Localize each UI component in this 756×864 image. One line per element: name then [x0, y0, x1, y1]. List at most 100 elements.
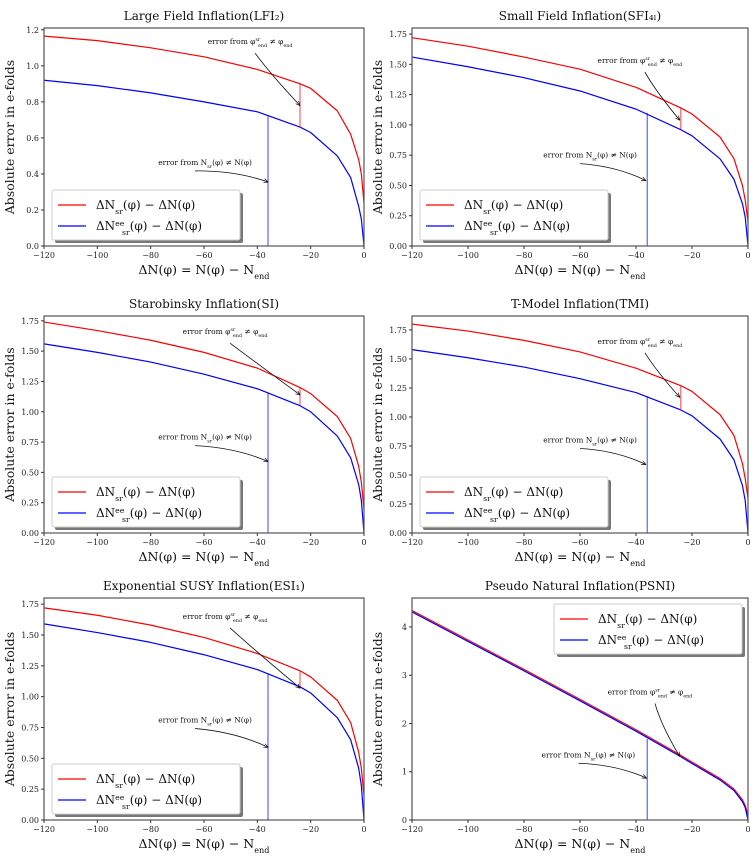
annotation-text: error from φsr end ≠ φend [208, 37, 293, 49]
annotation-text: error from Nsr(φ) ≠ N(φ) [543, 151, 637, 163]
y-tick-label: 1.75 [389, 30, 407, 39]
annotation-text: error from φsr end ≠ φend [598, 337, 683, 349]
y-tick-label: 1.50 [389, 355, 407, 364]
y-tick-label: 0.75 [389, 442, 407, 451]
subplot-title: Large Field Inflation(LFI₂) [124, 9, 285, 23]
x-axis-label: ΔN(φ) = N(φ) − Nend [515, 836, 646, 855]
y-tick-label: 1.75 [21, 600, 39, 609]
y-tick-label: 2 [402, 719, 407, 728]
y-tick-label: 1.00 [389, 413, 407, 422]
y-tick-label: 0.25 [21, 499, 39, 508]
series-line-sr [411, 37, 749, 222]
series-line-ee [411, 349, 749, 534]
legend: ΔNsr(φ) − ΔN(φ) ΔNee sr(φ) − ΔN(φ) [51, 189, 243, 243]
legend-label: ΔNsr(φ) − ΔN(φ) [598, 612, 697, 630]
y-tick-label: 0.00 [21, 816, 39, 825]
x-tick-label: −60 [196, 825, 213, 834]
subplot-5: Exponential SUSY Inflation(ESI₁) error fr… [2, 579, 367, 855]
x-tick-label: −60 [572, 825, 589, 834]
y-axis-label: Absolute error in e-folds [2, 60, 17, 215]
annotation-arrow [644, 71, 680, 120]
subplot-title: Pseudo Natural Inflation(PSNI) [485, 579, 675, 593]
x-tick-label: −100 [86, 825, 108, 834]
legend: ΔNsr(φ) − ΔN(φ) ΔNee sr(φ) − ΔN(φ) [553, 603, 745, 657]
x-tick-label: −100 [457, 538, 479, 547]
y-tick-label: 1.50 [21, 631, 39, 640]
y-tick-label: 0 [402, 816, 407, 825]
series-line-sr [43, 35, 365, 203]
x-tick-label: −60 [196, 538, 213, 547]
y-axis-label: Absolute error in e-folds [370, 347, 385, 502]
x-tick-label: 0 [745, 251, 750, 260]
legend-label: ΔNsr(φ) − ΔN(φ) [464, 198, 563, 216]
x-tick-label: −120 [33, 538, 55, 547]
subplot-title: Exponential SUSY Inflation(ESI₁) [103, 579, 305, 593]
legend-label: ΔNsr(φ) − ΔN(φ) [96, 485, 195, 503]
legend: ΔNsr(φ) − ΔN(φ) ΔNee sr(φ) − ΔN(φ) [51, 763, 243, 817]
x-tick-label: 0 [745, 538, 750, 547]
series-line-ee [411, 56, 749, 247]
y-axis-label: Absolute error in e-folds [2, 347, 17, 502]
x-tick-label: −40 [249, 825, 266, 834]
x-tick-label: −80 [142, 538, 159, 547]
legend-label: ΔNee sr(φ) − ΔN(φ) [96, 793, 202, 811]
x-axis-label: ΔN(φ) = N(φ) − Nend [139, 836, 270, 855]
legend-label: ΔNsr(φ) − ΔN(φ) [464, 485, 563, 503]
x-tick-label: −20 [302, 251, 319, 260]
x-tick-label: −60 [196, 251, 213, 260]
y-tick-label: 1.2 [26, 26, 39, 35]
x-tick-label: −40 [628, 251, 645, 260]
y-axis-label: Absolute error in e-folds [370, 632, 385, 787]
y-tick-label: 1.75 [21, 317, 39, 326]
x-tick-label: −100 [457, 251, 479, 260]
y-tick-label: 1.00 [21, 693, 39, 702]
y-tick-label: 0.00 [389, 242, 407, 251]
y-tick-label: 0.75 [21, 724, 39, 733]
annotation-text: error from Nsr(φ) ≠ N(φ) [158, 158, 252, 170]
x-axis-label: ΔN(φ) = N(φ) − Nend [139, 262, 270, 281]
y-tick-label: 0.8 [26, 98, 39, 107]
y-tick-label: 0.2 [26, 206, 39, 215]
x-tick-label: −100 [457, 825, 479, 834]
legend: ΔNsr(φ) − ΔN(φ) ΔNee sr(φ) − ΔN(φ) [51, 476, 243, 530]
series-line-sr [43, 321, 365, 509]
annotation-arrow [195, 728, 268, 748]
series-line-sr [411, 610, 749, 816]
annotation-text: error from Nsr(φ) ≠ N(φ) [158, 433, 252, 445]
x-axis-label: ΔN(φ) = N(φ) − Nend [515, 262, 646, 281]
x-tick-label: −40 [628, 825, 645, 834]
y-tick-label: 1.25 [389, 91, 407, 100]
subplot-3: Starobinsky Inflation(SI) error from φsr e… [2, 297, 367, 568]
y-tick-label: 0.00 [21, 529, 39, 538]
y-tick-label: 0.50 [389, 471, 407, 480]
legend-label: ΔNee sr(φ) − ΔN(φ) [96, 219, 202, 237]
y-tick-label: 4 [402, 623, 407, 632]
x-tick-label: −20 [302, 538, 319, 547]
annotation-text: error from φsr end ≠ φend [183, 327, 268, 339]
y-tick-label: 0.4 [26, 170, 39, 179]
legend: ΔNsr(φ) − ΔN(φ) ΔNee sr(φ) − ΔN(φ) [419, 189, 611, 243]
x-tick-label: −60 [572, 538, 589, 547]
x-tick-label: −20 [684, 251, 701, 260]
y-tick-label: 0.00 [389, 529, 407, 538]
y-tick-label: 1.0 [26, 62, 39, 71]
legend-label: ΔNee sr(φ) − ΔN(φ) [464, 219, 570, 237]
legend-label: ΔNsr(φ) − ΔN(φ) [96, 198, 195, 216]
x-tick-label: −80 [516, 251, 533, 260]
x-axis-label: ΔN(φ) = N(φ) − Nend [139, 549, 270, 568]
y-tick-label: 0.75 [21, 438, 39, 447]
subplot-4: T-Model Inflation(TMI) error from φsr end … [370, 297, 751, 568]
annotation-text: error from φsr end ≠ φend [608, 688, 693, 700]
annotation-text: error from Nsr(φ) ≠ N(φ) [158, 716, 252, 728]
annotation-text: error from Nsr(φ) ≠ N(φ) [543, 435, 637, 447]
y-tick-label: 0.0 [26, 242, 39, 251]
x-tick-label: −80 [142, 251, 159, 260]
y-tick-label: 0.50 [21, 468, 39, 477]
subplot-2: Small Field Inflation(SFI₄ₗ) error from φ… [370, 9, 751, 281]
annotation-text: error from φsr end ≠ φend [598, 56, 683, 68]
x-tick-label: −20 [302, 825, 319, 834]
series-line-ee [43, 79, 365, 247]
subplot-title: Starobinsky Inflation(SI) [129, 297, 279, 311]
legend: ΔNsr(φ) − ΔN(φ) ΔNee sr(φ) − ΔN(φ) [419, 476, 611, 530]
